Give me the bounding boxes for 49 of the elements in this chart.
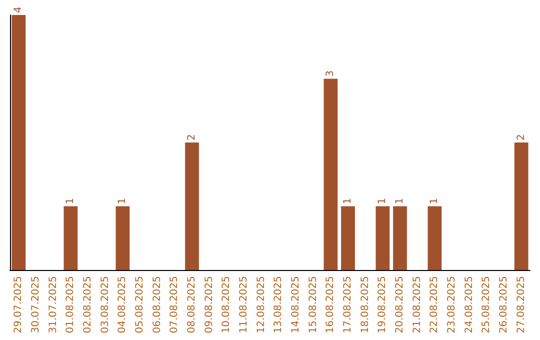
x-tick-label: 31.07.2025 — [48, 276, 59, 334]
x-tick-label: 09.08.2025 — [204, 276, 215, 334]
x-tick-label: 10.08.2025 — [221, 276, 232, 334]
x-tick-label: 20.08.2025 — [394, 276, 406, 334]
x-tick-label: 15.08.2025 — [308, 276, 319, 334]
bar — [185, 142, 199, 270]
bar — [514, 142, 528, 270]
x-tick-label: 06.08.2025 — [152, 276, 163, 334]
data-label: 1 — [342, 198, 354, 204]
x-tick-label: 19.08.2025 — [377, 276, 388, 334]
bar — [64, 206, 78, 270]
x-tick-label: 01.08.2025 — [65, 276, 76, 334]
x-tick-label: 11.08.2025 — [238, 276, 250, 334]
data-label: 1 — [65, 198, 76, 204]
data-label: 2 — [516, 134, 527, 140]
bar — [324, 78, 338, 270]
x-tick-label: 07.08.2025 — [169, 276, 180, 334]
x-tick-label: 17.08.2025 — [342, 276, 354, 334]
x-tick-label: 12.08.2025 — [256, 276, 267, 334]
data-label: 1 — [117, 198, 128, 204]
x-tick-label: 13.08.2025 — [273, 276, 284, 334]
x-tick-label: 05.08.2025 — [134, 276, 146, 334]
data-label: 4 — [13, 6, 24, 13]
bar — [393, 206, 407, 270]
x-tick-label: 22.08.2025 — [429, 276, 440, 334]
x-tick-label: 21.08.2025 — [412, 276, 423, 334]
data-label: 2 — [186, 134, 198, 140]
x-tick-label: 29.07.2025 — [13, 276, 24, 334]
x-tick-label: 03.08.2025 — [100, 276, 111, 334]
x-tick-label: 25.08.2025 — [481, 276, 492, 334]
x-tick-label: 26.08.2025 — [498, 276, 510, 334]
x-tick-label: 18.08.2025 — [360, 276, 371, 334]
x-tick-label: 23.08.2025 — [446, 276, 458, 334]
x-tick-label: 30.07.2025 — [30, 276, 42, 334]
data-label: 3 — [325, 70, 336, 77]
x-tick-label: 04.08.2025 — [117, 276, 128, 334]
bar — [341, 206, 355, 270]
bar — [116, 206, 130, 270]
x-tick-label: 24.08.2025 — [464, 276, 475, 334]
data-label: 1 — [429, 198, 440, 204]
data-label: 1 — [377, 198, 388, 204]
x-tick-label: 27.08.2025 — [516, 276, 527, 334]
x-tick-label: 08.08.2025 — [186, 276, 198, 334]
x-tick-label: 02.08.2025 — [82, 276, 94, 334]
x-tick-label: 14.08.2025 — [290, 276, 302, 334]
data-label: 1 — [394, 198, 406, 204]
x-tick-label: 16.08.2025 — [325, 276, 336, 334]
bar — [376, 206, 390, 270]
bar — [428, 206, 442, 270]
